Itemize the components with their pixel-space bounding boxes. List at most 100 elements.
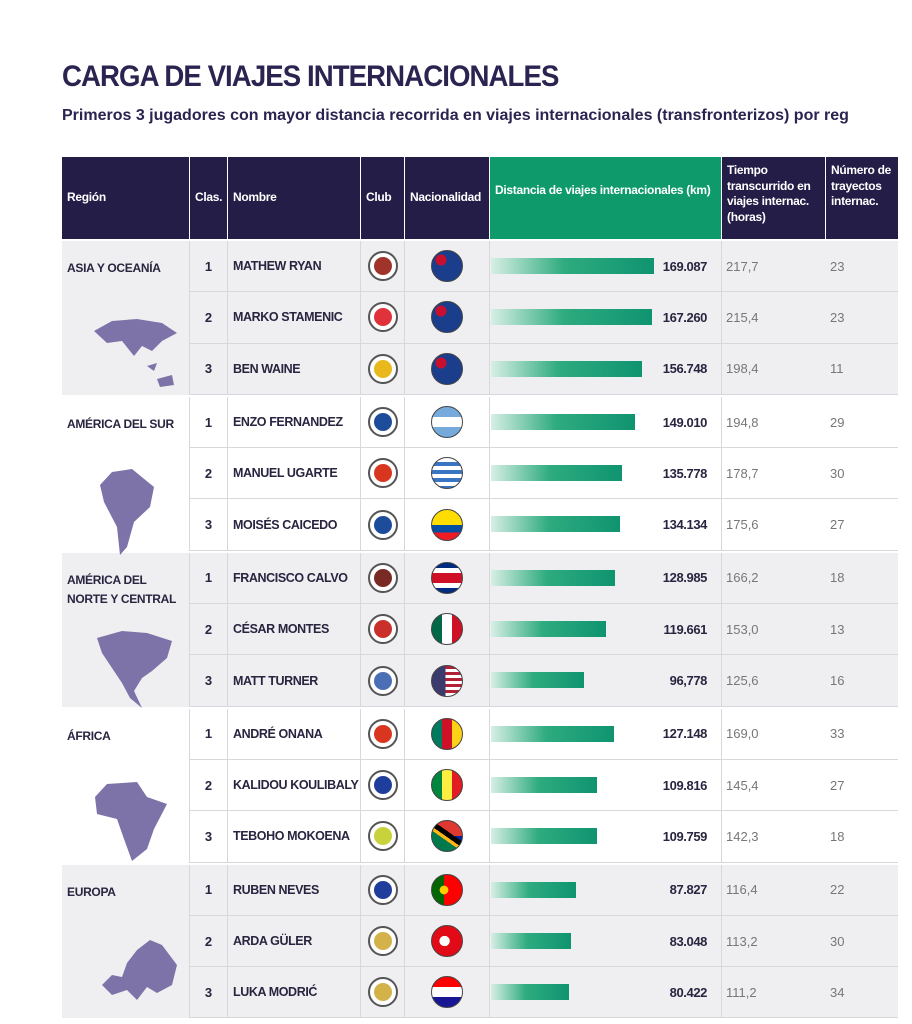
real-madrid-badge-icon bbox=[367, 977, 398, 1008]
distance-bar bbox=[491, 258, 654, 274]
table-row: 3 MOISÉS CAICEDO 134.134 175,6 27 bbox=[190, 499, 898, 551]
travel-time: 145,4 bbox=[726, 777, 759, 793]
table-row: 1 MATHEW RYAN 169.087 217,7 23 bbox=[190, 241, 898, 293]
distance-value: 156.748 bbox=[662, 361, 708, 377]
header-nationality: Nacionalidad bbox=[405, 157, 490, 239]
flag-new-zealand-icon bbox=[431, 301, 463, 334]
trip-count: 16 bbox=[830, 673, 845, 689]
region-label: AMÉRICA DEL SUR bbox=[67, 416, 174, 431]
region-cell: AMÉRICA DEL SUR bbox=[62, 396, 190, 555]
player-name: LUKA MODRIĆ bbox=[228, 967, 361, 1018]
real-madrid-badge-icon bbox=[367, 926, 398, 956]
region-label: AMÉRICA DEL NORTE Y CENTRAL bbox=[67, 572, 177, 606]
distance-value: 127.148 bbox=[662, 726, 708, 742]
rank: 1 bbox=[190, 396, 228, 448]
region-label: ASIA Y OCEANÍA bbox=[67, 261, 161, 275]
travel-time: 113,2 bbox=[726, 933, 758, 949]
table-row: 1 ENZO FERNANDEZ 149.010 194,8 29 bbox=[190, 396, 898, 449]
travel-time: 175,6 bbox=[726, 517, 759, 533]
olympiacos-badge-icon bbox=[367, 302, 398, 333]
distance-value: 109.759 bbox=[662, 828, 708, 844]
distance-bar bbox=[491, 465, 622, 482]
travel-time: 111,2 bbox=[726, 984, 757, 1000]
page-title: CARGA DE VIAJES INTERNACIONALES bbox=[62, 60, 559, 93]
distance-bar bbox=[491, 309, 653, 326]
player-name: MARKO STAMENIC bbox=[228, 292, 361, 343]
table-row: 2 KALIDOU KOULIBALY 109.816 145,4 27 bbox=[190, 759, 898, 812]
player-name: BEN WAINE bbox=[228, 343, 361, 394]
distance-value: 149.010 bbox=[662, 414, 708, 430]
player-name: FRANCISCO CALVO bbox=[228, 552, 361, 604]
rank: 1 bbox=[190, 864, 228, 915]
trip-count: 13 bbox=[830, 621, 845, 637]
distance-bar bbox=[491, 569, 616, 586]
distance-bar bbox=[491, 516, 621, 533]
rank: 2 bbox=[190, 448, 228, 499]
travel-time: 169,0 bbox=[726, 726, 759, 742]
trip-count: 11 bbox=[830, 361, 844, 377]
trip-count: 23 bbox=[830, 309, 845, 325]
flag-croatia-icon bbox=[431, 976, 463, 1009]
table-row: 3 LUKA MODRIĆ 80.422 111,2 34 bbox=[190, 967, 898, 1019]
header-name: Nombre bbox=[228, 157, 361, 239]
trip-count: 22 bbox=[830, 882, 845, 898]
player-name: RUBEN NEVES bbox=[228, 864, 361, 915]
travel-time: 153,0 bbox=[726, 621, 759, 637]
travel-time: 215,4 bbox=[726, 309, 759, 325]
player-name: KALIDOU KOULIBALY bbox=[228, 759, 361, 811]
distance-bar bbox=[491, 776, 597, 793]
region-group: ÁFRICA 1 ANDRÉ ONANA 127.148 169,0 33 2 … bbox=[62, 706, 898, 863]
manchester-united-badge-icon bbox=[367, 718, 398, 749]
table-row: 2 ARDA GÜLER 83.048 113,2 30 bbox=[190, 915, 898, 968]
region-label: ÁFRICA bbox=[67, 728, 111, 743]
as-roma-badge-icon bbox=[367, 251, 398, 282]
crystal-palace-badge-icon bbox=[367, 665, 398, 696]
chelsea-badge-icon bbox=[367, 509, 398, 540]
distance-bar bbox=[491, 984, 569, 1001]
table-row: 3 MATT TURNER 96,778 125,6 16 bbox=[190, 655, 898, 707]
table-header: Región Clas. Nombre Club Nacionalidad Di… bbox=[62, 157, 898, 239]
trip-count: 27 bbox=[830, 517, 845, 533]
distance-value: 83.048 bbox=[669, 933, 708, 949]
table-row: 1 RUBEN NEVES 87.827 116,4 22 bbox=[190, 864, 898, 916]
distance-value: 128.985 bbox=[662, 570, 708, 586]
flag-turkey-icon bbox=[431, 925, 463, 957]
trip-count: 29 bbox=[830, 414, 845, 430]
region-cell: AMÉRICA DEL NORTE Y CENTRAL bbox=[62, 552, 190, 708]
rank: 2 bbox=[190, 292, 228, 343]
flag-argentina-icon bbox=[431, 406, 463, 439]
travel-time: 142,3 bbox=[726, 828, 759, 844]
flag-australia-icon bbox=[431, 250, 463, 283]
header-trips: Número de trayectos internac. bbox=[826, 157, 898, 239]
trip-count: 18 bbox=[830, 828, 845, 844]
header-rank: Clas. bbox=[190, 157, 228, 239]
flag-costa-rica-icon bbox=[431, 561, 463, 594]
trip-count: 23 bbox=[830, 258, 845, 274]
player-name: ANDRÉ ONANA bbox=[228, 708, 361, 759]
al-hilal-badge-icon bbox=[367, 770, 398, 801]
distance-value: 96,778 bbox=[669, 673, 708, 689]
travel-time: 178,7 bbox=[726, 465, 759, 481]
player-name: MANUEL UGARTE bbox=[228, 448, 361, 499]
chelsea-badge-icon bbox=[367, 407, 398, 438]
region-group: AMÉRICA DEL NORTE Y CENTRAL 1 FRANCISCO … bbox=[62, 550, 898, 708]
flag-south-africa-icon bbox=[431, 820, 463, 853]
distance-value: 134.134 bbox=[662, 517, 708, 533]
distance-value: 119.661 bbox=[663, 621, 708, 637]
rank: 3 bbox=[190, 811, 228, 862]
table-row: 1 ANDRÉ ONANA 127.148 169,0 33 bbox=[190, 708, 898, 760]
al-hilal-badge-icon bbox=[367, 874, 398, 905]
region-cell: ÁFRICA bbox=[62, 708, 190, 863]
header-club: Club bbox=[361, 157, 405, 239]
player-name: CÉSAR MONTES bbox=[228, 604, 361, 655]
header-time: Tiempo transcurrido en viajes internac. … bbox=[722, 157, 826, 239]
header-region: Región bbox=[62, 157, 190, 239]
flag-new-zealand-icon bbox=[431, 352, 463, 385]
rank: 3 bbox=[190, 343, 228, 394]
flag-uruguay-icon bbox=[431, 457, 463, 490]
region-group: EUROPA 1 RUBEN NEVES 87.827 116,4 22 2 A… bbox=[62, 862, 898, 1019]
flag-ecuador-icon bbox=[431, 508, 463, 541]
trip-count: 34 bbox=[830, 984, 845, 1000]
header-distance: Distancia de viajes internacionales (km) bbox=[490, 157, 722, 239]
player-name: TEBOHO MOKOENA bbox=[228, 811, 361, 862]
